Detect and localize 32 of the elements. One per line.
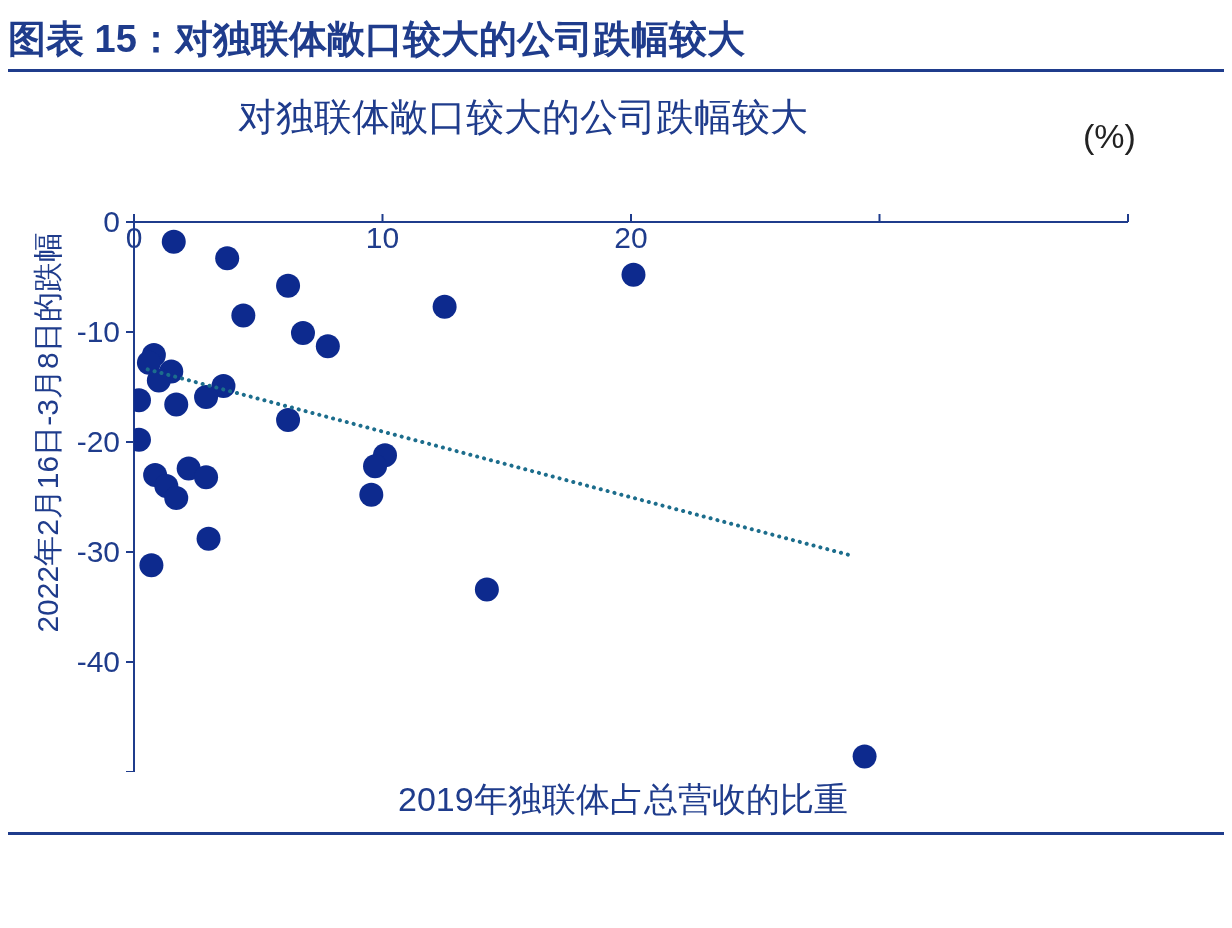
point: [161, 229, 186, 254]
point: [359, 482, 384, 507]
point: [432, 294, 457, 319]
point: [621, 262, 646, 287]
point: [474, 577, 499, 602]
point: [146, 368, 171, 393]
point: [194, 384, 219, 409]
y-axis-title: 2022年2月16日-3月8日的跌幅: [29, 231, 65, 633]
text: (%): [1083, 117, 1136, 156]
x-tick-label: 10: [365, 221, 400, 254]
point: [315, 334, 340, 359]
point: [164, 486, 189, 511]
point: [852, 744, 877, 769]
y-tick-label: -20: [76, 425, 120, 458]
point: [231, 303, 256, 328]
chart-subtitle: 对独联体敞口较大的公司跌幅较大: [238, 95, 808, 140]
y-tick-label: -40: [76, 645, 120, 678]
point: [196, 526, 221, 551]
point: [139, 553, 164, 578]
point: [276, 408, 301, 432]
y-tick-label: -10: [76, 315, 120, 348]
chart-title: 图表 15：对独联体敞口较大的公司跌幅较大: [8, 8, 1224, 72]
x-tick-label: 20: [614, 221, 648, 254]
point: [363, 454, 388, 479]
x-axis-title: 2019年独联体占总营收的比重: [398, 779, 848, 820]
point: [215, 246, 240, 271]
point: [176, 456, 201, 481]
point: [194, 465, 219, 490]
point: [276, 273, 301, 298]
point: [290, 321, 315, 346]
y-tick-label: -30: [76, 535, 120, 568]
point: [164, 392, 189, 417]
